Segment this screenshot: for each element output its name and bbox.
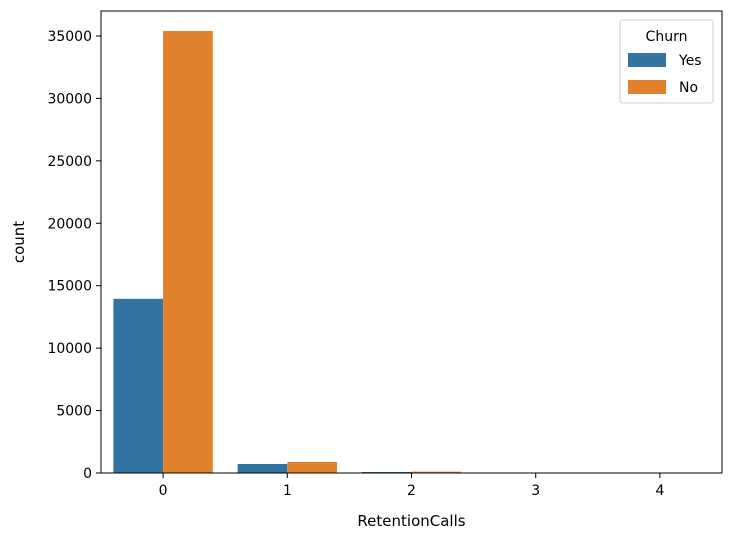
x-tick-label: 3 <box>531 483 540 499</box>
bars-group <box>113 30 710 473</box>
y-tick-label: 10000 <box>47 341 92 357</box>
legend: Churn Yes No <box>619 19 714 104</box>
x-tick-label: 0 <box>159 483 168 499</box>
x-tick-label: 2 <box>407 483 416 499</box>
y-tick-label: 35000 <box>47 29 92 45</box>
y-tick-label: 15000 <box>47 279 92 295</box>
bar-yes-1 <box>237 464 288 473</box>
legend-swatch-no <box>628 80 666 94</box>
y-tick-label: 30000 <box>47 91 92 107</box>
legend-label-no: No <box>679 80 698 96</box>
x-axis-label: RetentionCalls <box>357 512 465 530</box>
bar-no-2 <box>411 471 462 473</box>
y-axis-label: count <box>10 221 28 263</box>
x-tick-label: 1 <box>283 483 292 499</box>
y-tick-label: 5000 <box>56 404 92 420</box>
legend-label-yes: Yes <box>678 53 702 69</box>
x-axis-ticks: 0 1 2 3 4 <box>159 473 664 499</box>
y-tick-label: 25000 <box>47 154 92 170</box>
x-tick-label: 4 <box>655 483 664 499</box>
y-axis-ticks: 0 5000 10000 15000 20000 25000 30000 35000 <box>47 29 101 482</box>
y-tick-label: 20000 <box>47 216 92 232</box>
bar-no-0 <box>163 30 213 473</box>
bar-yes-0 <box>113 298 164 473</box>
legend-swatch-yes <box>628 53 666 67</box>
plot-frame <box>100 10 723 474</box>
bar-no-1 <box>287 462 337 473</box>
legend-title: Churn <box>646 29 688 45</box>
y-tick-label: 0 <box>83 466 92 482</box>
